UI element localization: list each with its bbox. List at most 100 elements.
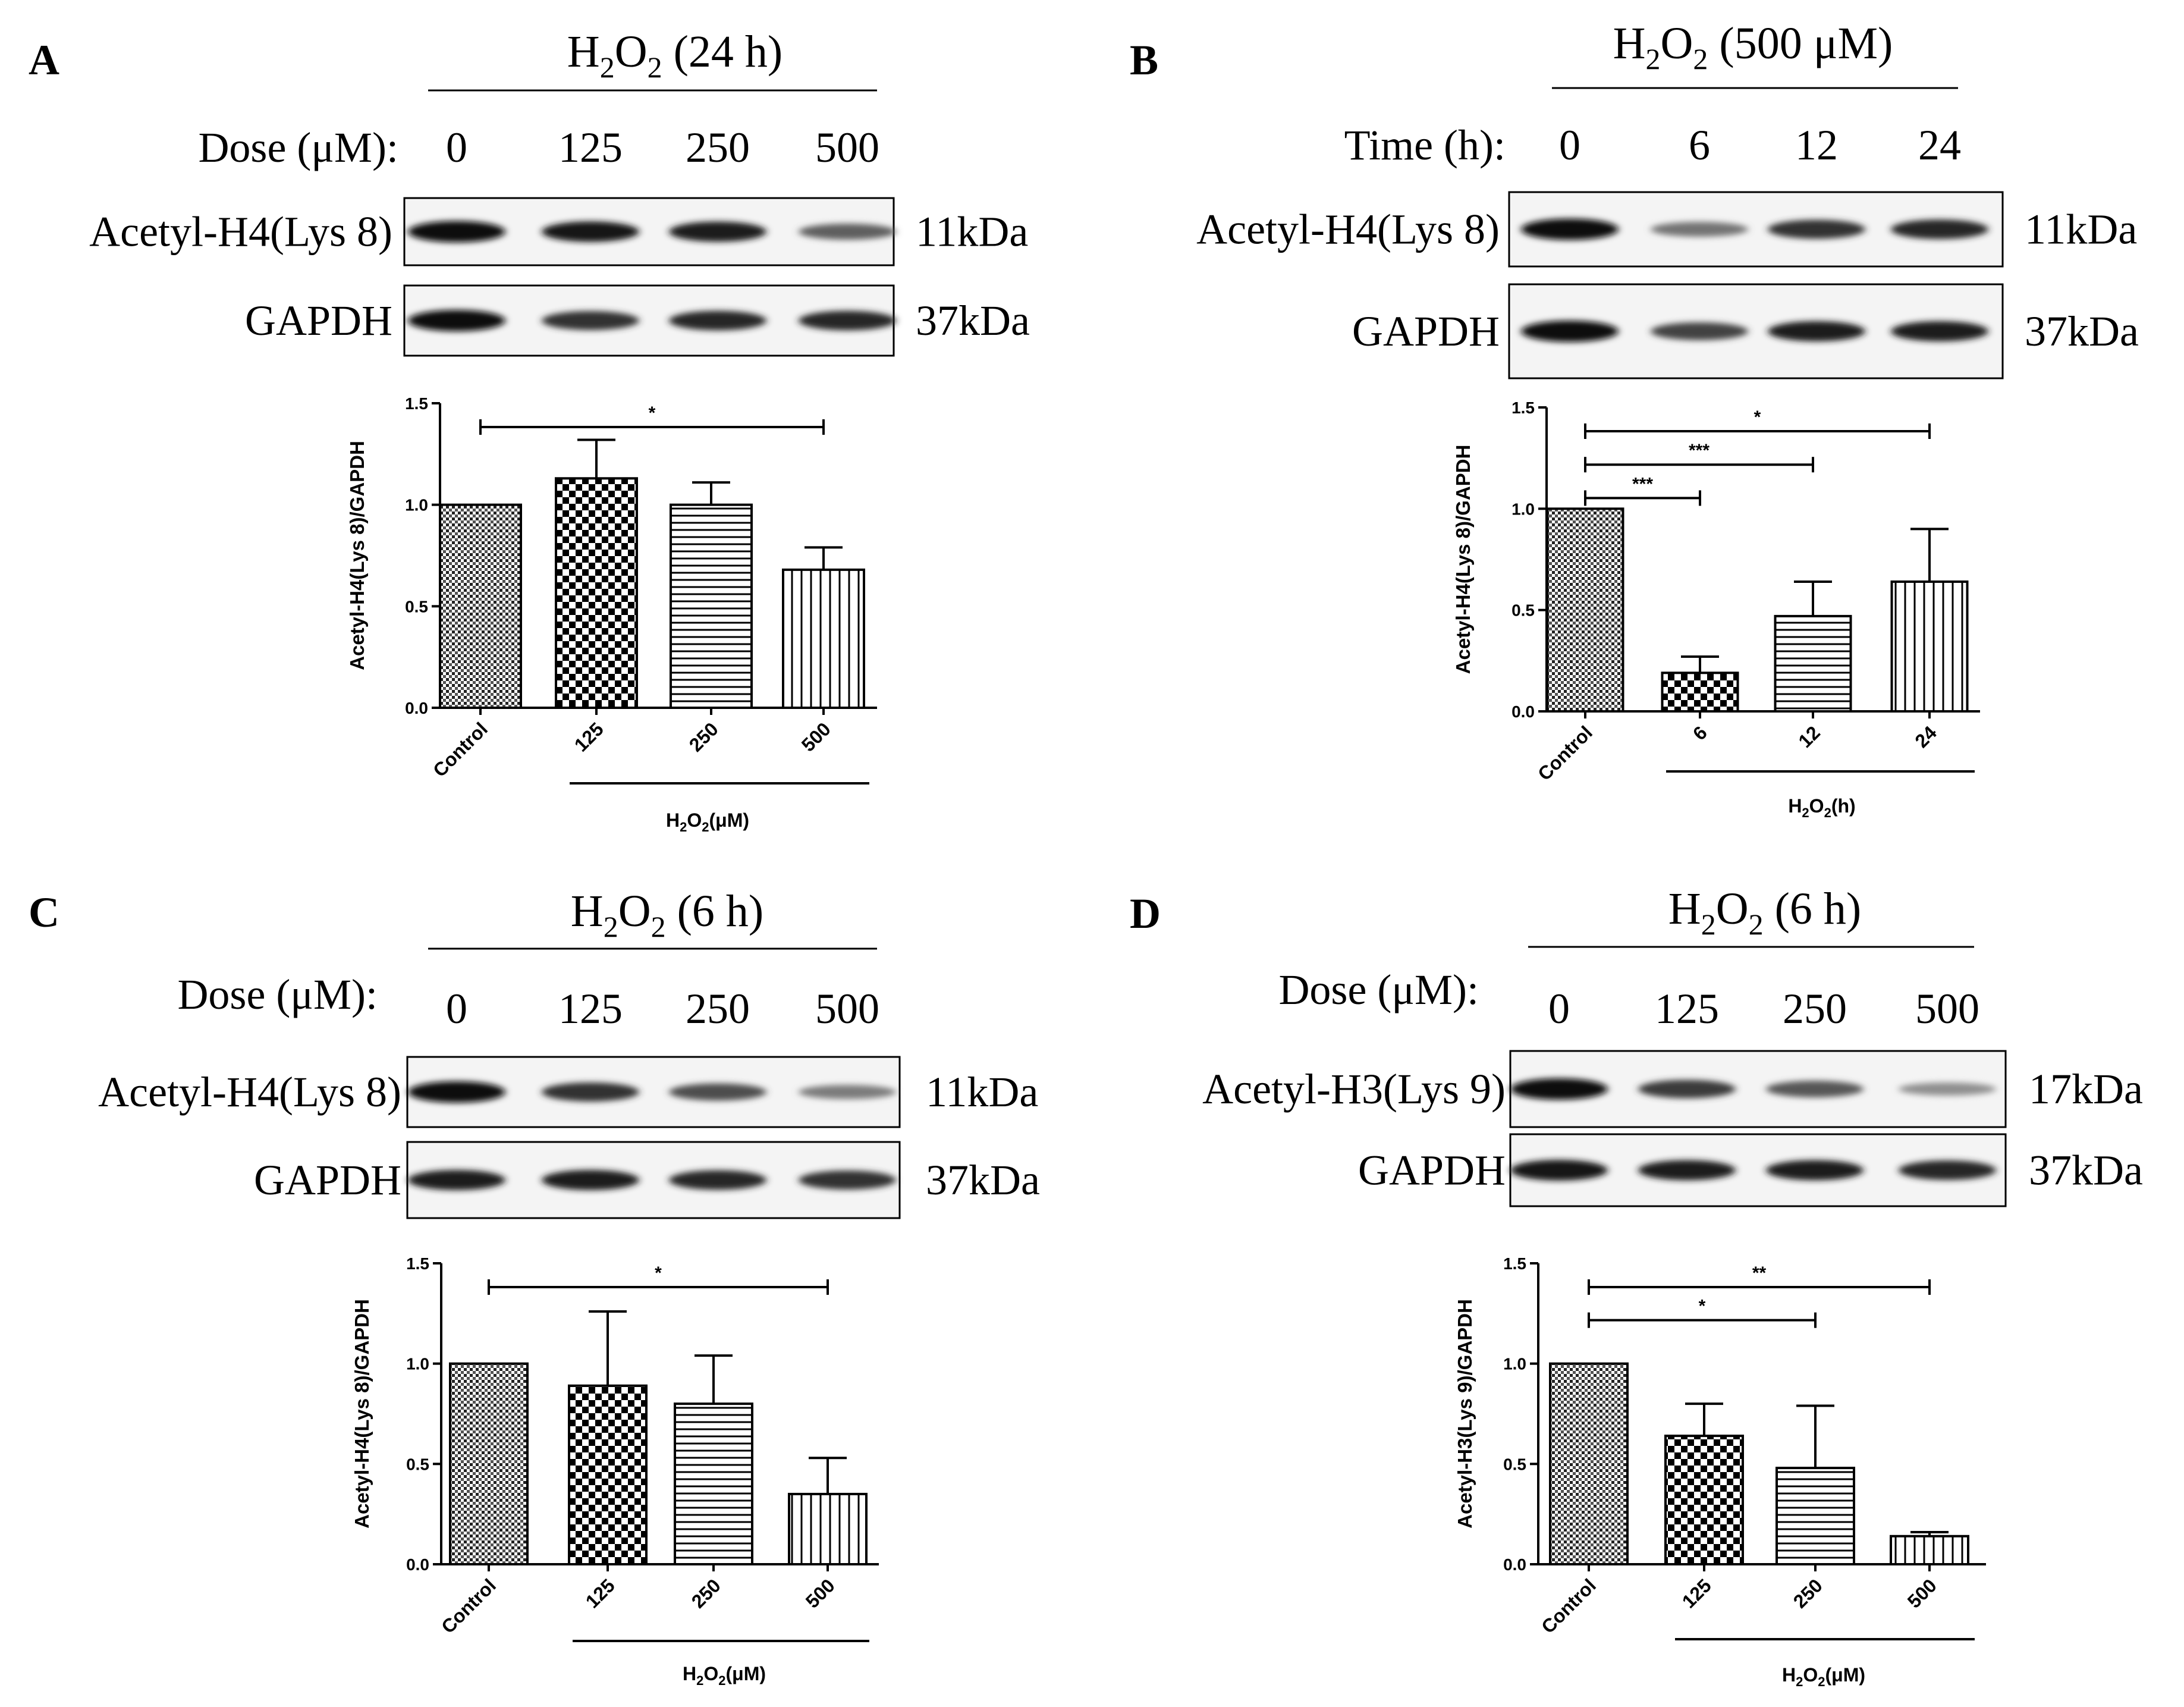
panel-letter: D <box>1130 890 1161 937</box>
blot-band <box>408 1081 505 1103</box>
panel-d: D H2O2 (6 h) Dose (μM): 0 125 250 500 Acetyl-H3… <box>1130 884 2143 1689</box>
blot-band <box>1766 1081 1864 1097</box>
x-tick-label: 125 <box>1678 1574 1715 1612</box>
x-tick-label: 125 <box>582 1574 619 1612</box>
blot-band <box>669 1170 766 1190</box>
lane-label: 250 <box>686 124 750 171</box>
blot-kda: 37kDa <box>2029 1147 2143 1194</box>
blot-band <box>542 1170 639 1190</box>
significance-label: * <box>1699 1297 1706 1316</box>
bar-1 <box>555 477 638 709</box>
y-axis-label: Acetyl-H4(Lys 8)/GAPDH <box>1452 445 1474 674</box>
bar-chart: 0.0 0.5 1.0 1.5 Acetyl-H4(Lys 8)/GAPDH Contro… <box>351 1254 879 1688</box>
lane-label: 250 <box>686 985 750 1033</box>
row-label: Dose (μM): <box>177 971 378 1018</box>
bar-0 <box>1546 507 1624 713</box>
blot-kda: 11kDa <box>926 1068 1038 1116</box>
panel-letter: B <box>1130 36 1158 84</box>
blot-band <box>1521 218 1619 240</box>
blot-band <box>1899 1082 1996 1096</box>
significance-label: *** <box>1632 474 1653 494</box>
blot-band <box>1899 1160 1996 1180</box>
blot-band <box>408 221 505 243</box>
blot-label: GAPDH <box>1352 307 1500 355</box>
bar-3 <box>1890 1535 1969 1566</box>
lane-label: 500 <box>815 124 879 171</box>
blot-band <box>542 311 639 330</box>
lane-label: 0 <box>446 985 467 1033</box>
row-label: Dose (μM): <box>1278 966 1479 1013</box>
blot-label: GAPDH <box>1358 1147 1506 1194</box>
bar-chart: 0.0 0.5 1.0 1.5 Acetyl-H4(Lys 8)/GAPDH Contro… <box>1452 398 1980 820</box>
bar-2 <box>1776 1467 1855 1566</box>
lane-label: 24 <box>1918 121 1961 169</box>
blot-band <box>1891 321 1988 341</box>
lane-label: 500 <box>1915 985 1979 1033</box>
x-tick-label: Control <box>437 1574 500 1637</box>
blot-band <box>408 1170 505 1190</box>
blot-band <box>799 1171 896 1190</box>
blot-band <box>408 310 505 331</box>
bar-1 <box>1661 671 1739 713</box>
blot-band <box>1891 219 1988 239</box>
significance-label: * <box>655 1263 662 1283</box>
y-tick-label: 0.5 <box>406 1455 429 1473</box>
lane-label: 125 <box>1655 985 1719 1033</box>
blot-band <box>1768 321 1865 341</box>
group-label: H2O2(h) <box>1788 795 1855 820</box>
panel-header: H2O2 (6 h) <box>1668 884 1861 941</box>
y-tick-label: 1.5 <box>406 1254 429 1273</box>
blot-band <box>1651 322 1748 340</box>
blot-band <box>799 224 896 240</box>
lane-label: 125 <box>558 985 623 1033</box>
lane-label: 0 <box>1559 121 1580 169</box>
group-label: H2O2(μM) <box>1782 1664 1865 1689</box>
blot-band <box>1766 1160 1864 1181</box>
blot-band <box>1638 1080 1736 1099</box>
lane-label: 0 <box>446 124 467 171</box>
x-tick-label: 24 <box>1910 721 1941 752</box>
significance-label: * <box>1754 407 1761 427</box>
bar-0 <box>449 1362 529 1566</box>
row-label: Dose (μM): <box>198 124 398 171</box>
blot-band <box>1521 321 1619 342</box>
group-label: H2O2(μM) <box>683 1663 766 1688</box>
panel-letter: C <box>29 889 59 936</box>
x-tick-label: Control <box>1537 1574 1600 1637</box>
y-tick-label: 1.5 <box>405 394 428 413</box>
blot-label: Acetyl-H4(Lys 8) <box>98 1068 401 1116</box>
bar-1 <box>1664 1435 1744 1566</box>
y-tick-label: 0.5 <box>1503 1455 1526 1473</box>
x-tick-label: Control <box>429 718 492 781</box>
x-tick-label: 500 <box>1903 1574 1941 1612</box>
y-tick-label: 1.5 <box>1511 398 1535 417</box>
significance-label: ** <box>1752 1263 1767 1283</box>
x-tick-label: 250 <box>1789 1574 1827 1612</box>
blot-band <box>542 1082 639 1102</box>
x-tick-label: 125 <box>570 718 608 755</box>
blot-label: GAPDH <box>245 297 392 344</box>
blot-band <box>1510 1160 1608 1181</box>
y-axis-label: Acetyl-H4(Lys 8)/GAPDH <box>351 1299 373 1529</box>
blot-band <box>799 1085 896 1099</box>
group-label: H2O2(μM) <box>666 809 749 834</box>
y-tick-label: 1.0 <box>406 1355 429 1373</box>
y-tick-label: 0.0 <box>406 1555 429 1574</box>
panel-header: H2O2 (24 h) <box>567 27 783 84</box>
blot-label: Acetyl-H4(Lys 8) <box>89 208 392 256</box>
y-tick-label: 1.0 <box>1503 1355 1526 1373</box>
panel-header: H2O2 (500 μM) <box>1613 18 1893 76</box>
blot-kda: 17kDa <box>2029 1065 2143 1113</box>
blot-band <box>669 310 766 331</box>
blot-band <box>669 1083 766 1101</box>
lane-label: 6 <box>1689 121 1710 169</box>
blot-band <box>799 310 896 331</box>
bar-3 <box>782 568 865 709</box>
lane-label: 12 <box>1795 121 1838 169</box>
y-axis-label: Acetyl-H3(Lys 9)/GAPDH <box>1454 1299 1476 1529</box>
blot-kda: 11kDa <box>916 208 1028 256</box>
significance-label: *** <box>1689 441 1710 460</box>
x-tick-label: 500 <box>802 1574 839 1612</box>
panel-a: A H2O2 (24 h) Dose (μM): 0 125 250 500 Acetyl-H… <box>29 27 1030 834</box>
